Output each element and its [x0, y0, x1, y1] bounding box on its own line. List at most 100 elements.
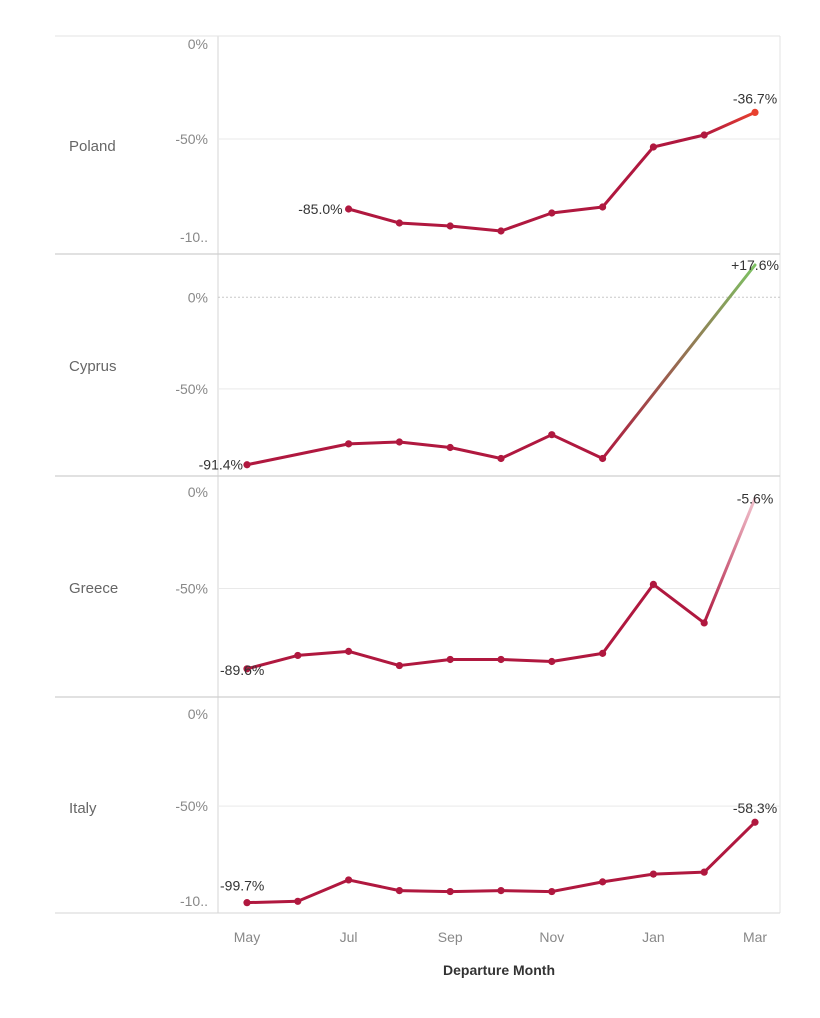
data-point: [446, 443, 454, 452]
country-label-cyprus: Cyprus: [69, 358, 117, 375]
series-segment: [601, 872, 655, 884]
data-point: [599, 649, 607, 657]
data-point: [649, 143, 658, 151]
data-label-start: -85.0%: [298, 201, 342, 217]
data-point: [395, 887, 403, 895]
data-point: [395, 661, 403, 670]
data-label-end: -58.3%: [733, 800, 777, 816]
data-point: [497, 887, 505, 895]
data-point: [345, 440, 353, 448]
series-segment: [397, 889, 452, 894]
country-label-greece: Greece: [69, 580, 118, 597]
series-segment: [245, 442, 351, 467]
series-segment: [601, 582, 655, 655]
country-label-poland: Poland: [69, 138, 116, 155]
series-segment: [702, 496, 757, 625]
data-point: [548, 209, 556, 217]
country-label-italy: Italy: [69, 800, 97, 817]
data-point: [243, 899, 251, 907]
series-segment: [550, 651, 605, 664]
data-point: [751, 818, 759, 826]
series-segment: [296, 878, 351, 903]
series-segment: [397, 440, 452, 450]
x-tick-label: May: [234, 929, 260, 945]
data-point: [395, 219, 403, 227]
series-segment: [702, 110, 757, 137]
data-point: [345, 205, 353, 213]
data-point: [599, 878, 607, 886]
data-label-start: -91.4%: [199, 457, 243, 473]
x-axis-title: Departure Month: [443, 962, 555, 978]
series-segment: [550, 880, 605, 894]
data-point: [243, 665, 251, 673]
data-point: [700, 868, 708, 876]
data-point: [395, 438, 403, 446]
series-segment: [651, 133, 706, 149]
series-segment: [499, 657, 554, 664]
series-segment: [651, 582, 706, 625]
data-point: [345, 876, 353, 884]
y-tick-label: -50%: [175, 131, 208, 147]
series-segment: [448, 889, 503, 894]
series-segment: [601, 145, 655, 209]
data-label-end: -36.7%: [733, 90, 777, 106]
data-point: [345, 647, 353, 655]
y-tick-label: 0%: [188, 706, 208, 722]
y-tick-label: -50%: [175, 798, 208, 814]
data-point: [599, 454, 607, 463]
data-point: [548, 431, 556, 439]
data-label-start: -99.7%: [220, 878, 264, 894]
y-tick-label: -10..: [180, 229, 208, 245]
data-point: [497, 227, 505, 235]
series-segment: [347, 649, 401, 668]
x-tick-label: Jul: [340, 929, 358, 945]
series-segment: [499, 889, 554, 894]
series-segment: [499, 211, 554, 233]
data-point: [294, 897, 302, 905]
data-point: [700, 619, 708, 627]
data-point: [446, 655, 454, 664]
data-label-start: -89.6%: [220, 662, 264, 678]
data-point: [599, 203, 607, 211]
y-tick-label: -10..: [180, 893, 208, 909]
x-tick-label: Jan: [642, 929, 665, 945]
series-segment: [245, 899, 300, 905]
series-segment: [448, 224, 503, 233]
y-tick-label: -50%: [175, 381, 208, 397]
series-segment: [550, 205, 605, 215]
data-label-end: -5.6%: [737, 490, 774, 506]
x-tick-label: Sep: [438, 929, 463, 945]
series-segment: [448, 446, 503, 461]
data-point: [649, 870, 658, 878]
x-tick-label: Mar: [743, 929, 767, 945]
series-segment: [296, 649, 351, 657]
series-segment: [245, 653, 300, 671]
series-segment: [397, 221, 452, 228]
series-segment: [347, 878, 401, 893]
series-segment: [550, 433, 605, 461]
y-tick-label: 0%: [188, 484, 208, 500]
data-point: [700, 131, 708, 139]
data-point: [294, 651, 302, 660]
series-segment: [651, 870, 706, 876]
series-segment: [499, 433, 554, 461]
data-point: [548, 887, 556, 896]
y-tick-label: 0%: [188, 289, 208, 305]
data-point: [751, 108, 759, 116]
series-segment: [702, 820, 757, 874]
data-label-end: +17.6%: [731, 257, 779, 273]
data-point: [497, 655, 505, 664]
series-segment: [397, 657, 452, 668]
y-tick-label: 0%: [188, 36, 208, 52]
series-segment: [347, 207, 401, 225]
series-segment: [601, 263, 757, 461]
data-point: [649, 580, 658, 588]
data-point: [548, 657, 556, 666]
x-tick-label: Nov: [539, 929, 564, 945]
series-segment: [347, 440, 401, 446]
data-point: [497, 454, 505, 463]
y-tick-label: -50%: [175, 580, 208, 596]
data-point: [446, 222, 454, 230]
data-point: [243, 461, 251, 469]
